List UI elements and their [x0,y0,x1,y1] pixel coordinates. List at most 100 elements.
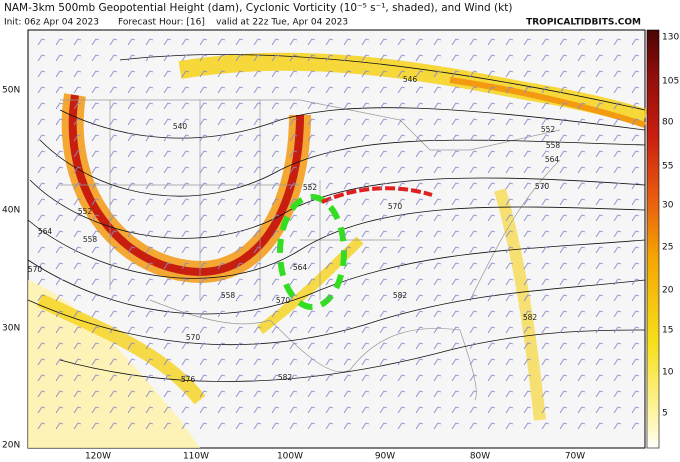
wind-barb [595,150,604,158]
wind-barb [487,38,496,46]
wind-barb [199,246,208,254]
wind-barb [379,166,388,174]
wind-barb [505,86,514,94]
wind-barb [541,310,550,318]
wind-barb [487,310,496,318]
wind-barb [127,134,136,142]
wind-barb [505,38,514,46]
wind-barb [37,198,46,206]
latitude-label: 40N [2,206,20,216]
wind-barb [397,70,406,78]
wind-barb [577,198,586,206]
wind-barb [55,406,64,414]
wind-barb [379,294,388,302]
wind-barb [397,230,406,238]
wind-barb [307,326,316,334]
latitude-label: 50N [2,86,20,96]
wind-barb [415,310,424,318]
wind-barb [127,198,136,206]
wind-barb [163,102,172,110]
latitude-label: 20N [2,441,20,451]
wind-barb [325,390,334,398]
wind-barb [559,70,568,78]
wind-barb [55,118,64,126]
wind-barb [181,118,190,126]
wind-barb [145,70,154,78]
wind-barb [379,70,388,78]
wind-barb [433,118,442,126]
wind-barb [127,102,136,110]
wind-barb [469,326,478,334]
wind-barb [541,182,550,190]
wind-barb [91,374,100,382]
wind-barb [145,182,154,190]
wind-barb [73,246,82,254]
wind-barb [91,230,100,238]
wind-barb [307,342,316,350]
wind-barb [595,310,604,318]
title: NAM-3km 500mb Geopotential Height (dam),… [4,2,512,14]
wind-barb [505,198,514,206]
wind-barb [325,150,334,158]
wind-barb [325,198,334,206]
wind-barb [379,150,388,158]
contour-label: 558 [221,291,236,300]
wind-barb [271,38,280,46]
wind-barb [325,102,334,110]
wind-barb [199,214,208,222]
wind-barb [55,86,64,94]
wind-barb [37,310,46,318]
wind-barb [577,230,586,238]
wind-barb [217,86,226,94]
wind-barb [289,166,298,174]
wind-barb [379,214,388,222]
wind-barb [523,294,532,302]
wind-barb [451,118,460,126]
wind-barb [181,70,190,78]
wind-barb [631,166,640,174]
wind-barb [199,262,208,270]
wind-barb [415,102,424,110]
wind-barb [451,422,460,430]
wind-barb [271,118,280,126]
wind-barb [595,166,604,174]
wind-barb [505,358,514,366]
wind-barb [523,166,532,174]
wind-barb [235,70,244,78]
wind-barb [55,230,64,238]
wind-barb [541,406,550,414]
wind-barb [235,246,244,254]
wind-barb [469,38,478,46]
wind-barb [559,54,568,62]
wind-barb [181,262,190,270]
contour-label: 552 [303,183,318,192]
wind-barb [55,262,64,270]
wind-barb [613,310,622,318]
colorbar-label: 30 [662,201,674,211]
wind-barb [361,390,370,398]
wind-barb [91,134,100,142]
wind-barb [559,278,568,286]
wind-barb [397,342,406,350]
wind-barb [541,326,550,334]
wind-barb [577,118,586,126]
valid-time: valid at 22z Tue, Apr 04 2023 [216,18,348,28]
wind-barb [631,86,640,94]
wind-barb [415,278,424,286]
wind-barb [73,54,82,62]
wind-barb [73,214,82,222]
wind-barb [163,358,172,366]
wind-barb [289,102,298,110]
wind-barb [433,262,442,270]
wind-barb [451,150,460,158]
wind-barb [433,310,442,318]
wind-barb [505,342,514,350]
wind-barb [487,262,496,270]
wind-barb [595,358,604,366]
wind-barb [523,310,532,318]
wind-barb [469,374,478,382]
wind-barb [37,422,46,430]
wind-barb [55,182,64,190]
wind-barb [253,118,262,126]
wind-barb [595,422,604,430]
